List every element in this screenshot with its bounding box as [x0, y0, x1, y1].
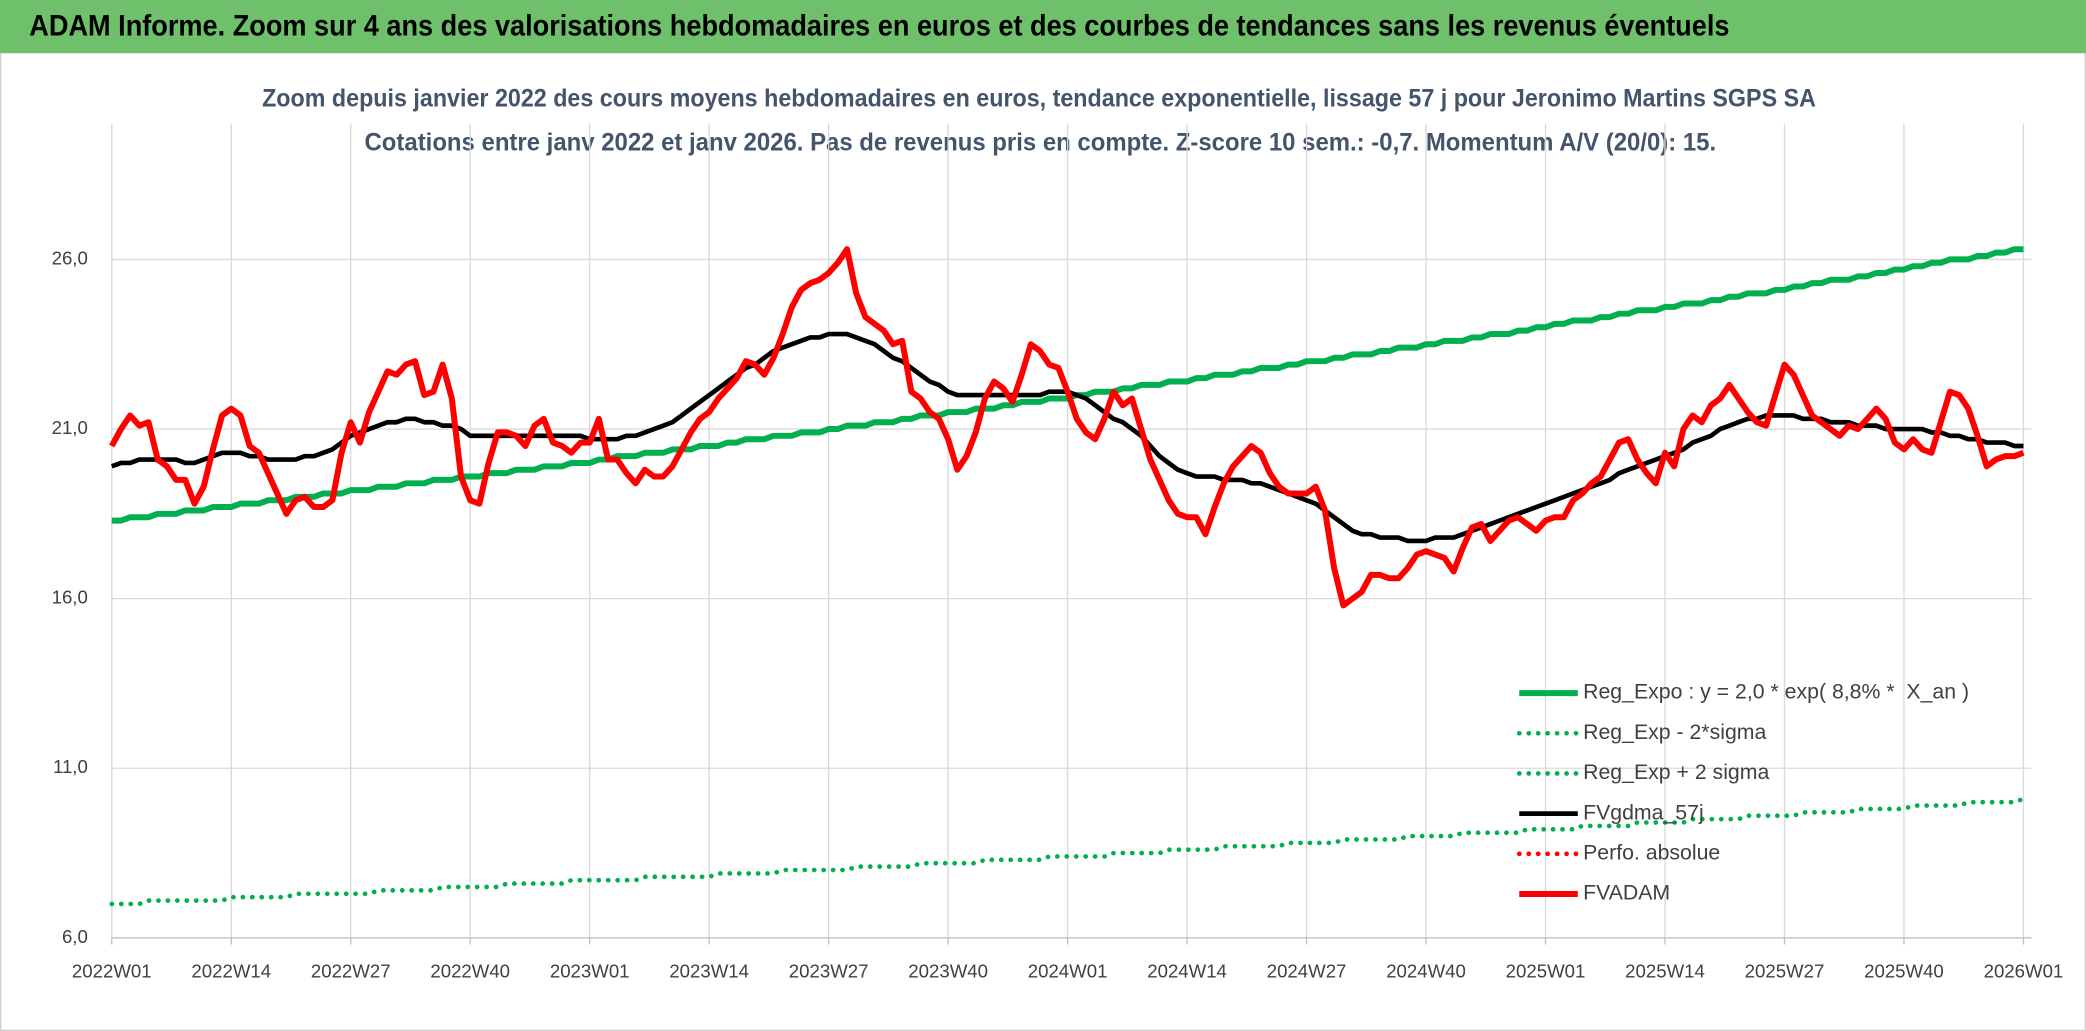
axis-labels: 6,0 11,0 16,0 21,0 26,0 2022W01 2022W14 2022W27… [52, 247, 2064, 981]
legend: Reg_Expo : y = 2,0 * exp( 8,8% * X_an ) R… [1516, 680, 1969, 905]
legend-label: Reg_Exp - 2*sigma [1583, 720, 1766, 744]
legend-label: Reg_Expo : y = 2,0 * exp( 8,8% * X_an ) [1583, 680, 1969, 704]
grid [111, 123, 2032, 945]
x-tick-label: 2024W14 [1147, 960, 1227, 981]
x-tick-label: 2025W14 [1625, 960, 1705, 981]
x-tick-label: 2026W01 [1984, 960, 2064, 981]
y-tick-label: 6,0 [62, 926, 88, 947]
x-tick-label: 2023W40 [908, 960, 988, 981]
plot-area [109, 246, 2026, 907]
series-line [109, 246, 2025, 609]
y-tick-label: 16,0 [52, 587, 88, 608]
x-tick-label: 2025W01 [1506, 960, 1586, 981]
x-tick-label: 2024W01 [1028, 960, 1108, 981]
x-tick-label: 2023W01 [550, 960, 630, 981]
y-tick-label: 21,0 [52, 417, 88, 438]
series-line [109, 796, 2026, 907]
x-tick-label: 2022W40 [430, 960, 510, 981]
legend-label: FVADAM [1583, 881, 1670, 905]
x-tick-label: 2025W27 [1745, 960, 1825, 981]
chart-subtitle: Cotations entre janv 2022 et janv 2026. … [365, 128, 1717, 156]
title-banner [0, 0, 2086, 54]
x-tick-label: 2023W27 [789, 960, 869, 981]
x-tick-label: 2022W27 [311, 960, 391, 981]
x-tick-label: 2025W40 [1864, 960, 1944, 981]
x-tick-label: 2022W01 [72, 960, 152, 981]
y-tick-label: 26,0 [52, 247, 88, 268]
chart-subtitle: Zoom depuis janvier 2022 des cours moyen… [262, 84, 1816, 112]
chart-title: ADAM Informe. Zoom sur 4 ans des valoris… [29, 11, 1729, 43]
legend-label: FVgdma_57j [1583, 800, 1704, 824]
y-tick-label: 11,0 [53, 756, 88, 777]
legend-label: Perfo. absolue [1583, 840, 1720, 864]
x-tick-label: 2024W27 [1267, 960, 1347, 981]
x-tick-label: 2024W40 [1386, 960, 1466, 981]
legend-label: Reg_Exp + 2 sigma [1583, 760, 1769, 784]
x-tick-label: 2022W14 [191, 960, 271, 981]
x-tick-label: 2023W14 [669, 960, 749, 981]
